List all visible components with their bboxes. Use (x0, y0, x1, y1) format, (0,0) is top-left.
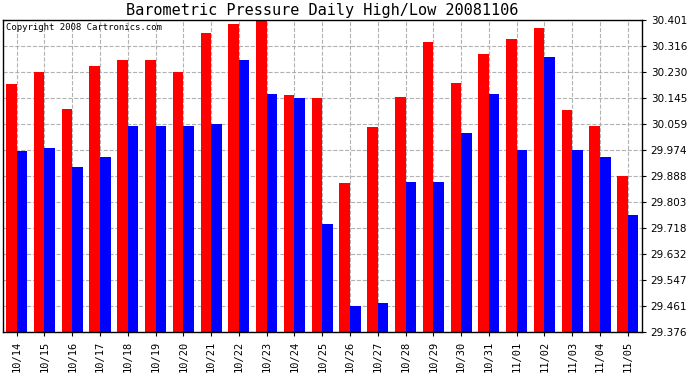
Bar (350, 306, 361, 332)
Bar (367, 127, 378, 332)
Bar (184, 126, 194, 332)
Bar (201, 33, 211, 332)
Bar (339, 183, 350, 332)
Bar (295, 98, 305, 332)
Bar (44, 148, 55, 332)
Bar (172, 72, 184, 332)
Bar (155, 126, 166, 332)
Bar (239, 60, 250, 332)
Bar (406, 182, 416, 332)
Bar (266, 94, 277, 332)
Bar (589, 126, 600, 332)
Bar (128, 126, 138, 332)
Text: Copyright 2008 Cartronics.com: Copyright 2008 Cartronics.com (6, 24, 162, 33)
Bar (6, 84, 17, 332)
Bar (284, 95, 295, 332)
Bar (256, 20, 266, 332)
Bar (145, 60, 155, 332)
Bar (572, 150, 583, 332)
Title: Barometric Pressure Daily High/Low 20081106: Barometric Pressure Daily High/Low 20081… (126, 3, 518, 18)
Bar (61, 109, 72, 332)
Bar (600, 158, 611, 332)
Bar (517, 150, 527, 332)
Bar (378, 303, 388, 332)
Bar (90, 66, 100, 332)
Bar (489, 94, 500, 332)
Bar (72, 166, 83, 332)
Bar (628, 215, 638, 332)
Bar (562, 110, 572, 332)
Bar (478, 54, 489, 332)
Bar (34, 72, 44, 332)
Bar (433, 182, 444, 332)
Bar (451, 83, 461, 332)
Bar (461, 133, 472, 332)
Bar (395, 97, 406, 332)
Bar (506, 39, 517, 332)
Bar (534, 28, 544, 332)
Bar (211, 124, 221, 332)
Bar (423, 42, 433, 332)
Bar (117, 60, 128, 332)
Bar (544, 57, 555, 332)
Bar (17, 152, 27, 332)
Bar (228, 24, 239, 332)
Bar (618, 176, 628, 332)
Bar (322, 224, 333, 332)
Bar (100, 158, 110, 332)
Bar (312, 98, 322, 332)
